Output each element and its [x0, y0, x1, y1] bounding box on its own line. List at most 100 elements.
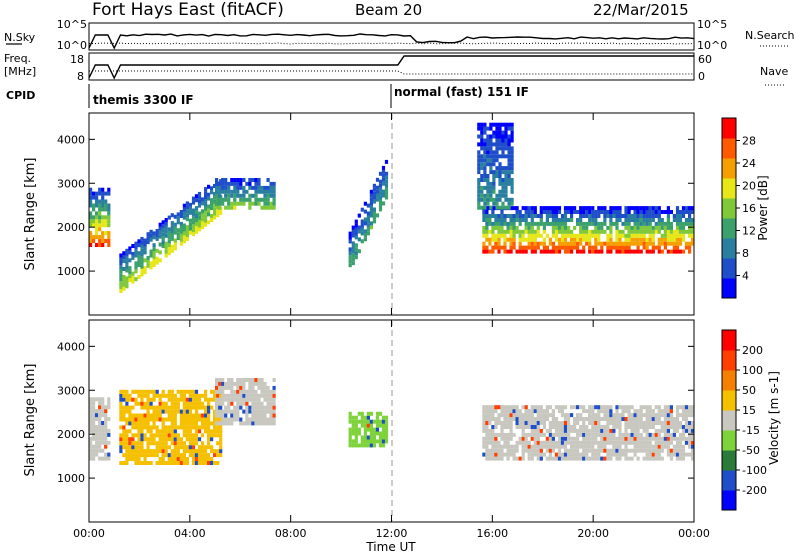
data-cell: [89, 243, 93, 247]
data-cell: [597, 448, 601, 453]
data-cell: [179, 214, 183, 218]
data-cell: [582, 425, 586, 429]
data-cell: [360, 439, 364, 444]
data-cell: [666, 432, 670, 437]
data-cell: [486, 189, 490, 194]
data-cell: [167, 235, 171, 240]
data-cell: [654, 214, 658, 218]
data-cell: [381, 415, 386, 420]
data-cell: [483, 146, 487, 151]
data-cell: [512, 405, 516, 410]
data-cell: [213, 389, 217, 394]
data-cell: [488, 456, 492, 461]
data-cell: [606, 245, 610, 250]
data-cell: [527, 448, 531, 453]
data-cell: [95, 219, 99, 224]
data-cell: [182, 421, 186, 426]
data-cell: [125, 276, 129, 281]
data-cell: [194, 457, 199, 461]
data-cell: [642, 229, 646, 234]
data-cell: [269, 417, 273, 422]
data-cell: [204, 461, 208, 465]
data-cell: [545, 245, 549, 250]
data-cell: [152, 235, 156, 240]
data-cell: [134, 453, 138, 458]
data-cell: [597, 428, 601, 433]
data-cell: [506, 425, 510, 429]
data-cell: [518, 218, 522, 222]
data-cell: [134, 445, 138, 450]
data-cell: [576, 448, 580, 453]
data-cell: [627, 456, 631, 461]
data-cell: [119, 261, 123, 266]
data-cell: [224, 178, 228, 182]
data-cell: [675, 456, 680, 461]
data-cell: [204, 457, 208, 461]
data-cell: [366, 411, 370, 416]
data-cell: [527, 206, 531, 211]
data-cell: [624, 432, 628, 437]
data-cell: [242, 201, 246, 206]
data-cell: [216, 461, 220, 465]
data-cell: [651, 448, 655, 453]
data-cell: [500, 225, 504, 230]
data-cell: [576, 218, 580, 222]
data-cell: [627, 425, 631, 429]
data-cell: [482, 214, 486, 218]
data-cell: [633, 218, 637, 222]
data-cell: [570, 229, 574, 234]
data-cell: [125, 248, 129, 253]
data-cell: [122, 441, 126, 446]
data-cell: [624, 233, 628, 238]
data-cell: [606, 452, 610, 457]
data-cell: [200, 441, 205, 446]
data-cell: [210, 198, 214, 203]
data-cell: [219, 429, 223, 434]
data-cell: [260, 405, 264, 410]
data-cell: [545, 221, 549, 226]
data-cell: [480, 158, 484, 163]
data-cell: [381, 193, 386, 198]
data-cell: [594, 218, 598, 222]
data-cell: [104, 432, 108, 437]
data-cell: [89, 203, 93, 208]
data-cell: [666, 409, 670, 414]
data-cell: [563, 229, 568, 234]
data-cell: [92, 219, 96, 224]
data-cell: [512, 206, 516, 211]
data-cell: [684, 405, 689, 410]
data-cell: [224, 385, 228, 390]
data-cell: [510, 130, 514, 135]
data-cell: [563, 405, 568, 410]
data-cell: [488, 229, 492, 234]
data-cell: [477, 205, 481, 210]
data-cell: [107, 417, 111, 421]
data-cell: [239, 405, 243, 410]
data-cell: [204, 405, 208, 410]
data-cell: [645, 425, 649, 429]
data-cell: [521, 428, 525, 433]
data-cell: [597, 229, 601, 234]
data-cell: [554, 214, 559, 218]
data-cell: [560, 452, 565, 457]
data-cell: [210, 218, 214, 222]
nsky-strip: N.Sky 10^5 10^0 10^5 10^0 N.Search: [4, 18, 795, 52]
data-cell: [140, 405, 144, 410]
data-cell: [155, 453, 159, 458]
data-cell: [176, 449, 180, 454]
data-cell: [606, 237, 610, 242]
data-cell: [131, 433, 135, 438]
data-cell: [482, 225, 486, 230]
data-cell: [495, 193, 499, 198]
data-cell: [585, 225, 589, 230]
data-cell: [688, 413, 692, 418]
data-cell: [191, 445, 196, 450]
data-cell: [495, 146, 499, 151]
data-cell: [164, 221, 168, 226]
data-cell: [609, 229, 613, 234]
data-cell: [548, 448, 552, 453]
data-cell: [527, 421, 531, 425]
data-cell: [143, 242, 147, 247]
data-cell: [263, 197, 267, 202]
